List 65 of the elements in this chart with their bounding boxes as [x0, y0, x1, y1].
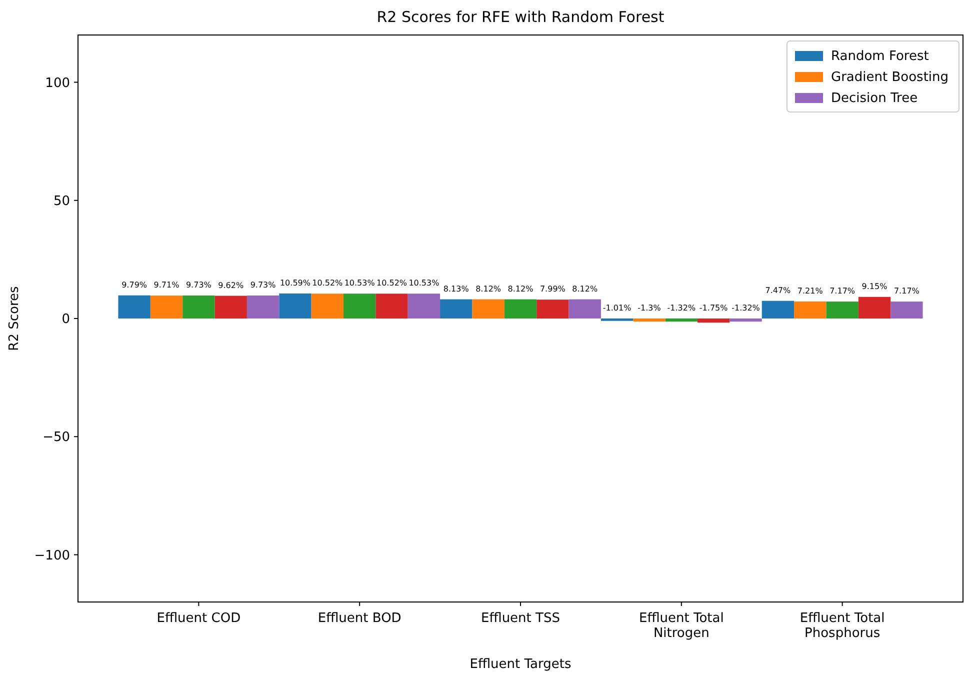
bar — [311, 294, 344, 318]
bar — [762, 300, 794, 318]
data-label: -1.32% — [732, 304, 760, 312]
x-axis-title: Effluent Targets — [470, 657, 572, 672]
data-label: 9.79% — [122, 280, 148, 290]
bar — [633, 318, 666, 322]
bar — [504, 299, 537, 318]
y-axis-title: R2 Scores — [7, 286, 22, 351]
data-label: -1.32% — [667, 304, 696, 312]
bar — [279, 293, 312, 318]
x-tick-label: Effluent BOD — [318, 611, 402, 626]
data-label: 10.53% — [408, 278, 440, 288]
bar — [246, 296, 280, 318]
bar — [794, 301, 826, 318]
data-label: 10.52% — [312, 278, 344, 288]
data-label: -1.01% — [602, 304, 632, 312]
bar — [890, 302, 923, 318]
bar — [214, 296, 247, 318]
x-tick-label: Effluent Total Phosphorus — [800, 611, 885, 641]
y-tick-label: 0 — [62, 312, 70, 328]
data-label: 9.73% — [186, 280, 212, 290]
data-label: 8.12% — [508, 284, 534, 294]
data-label: 9.15% — [862, 282, 888, 291]
bar — [536, 300, 569, 318]
bar — [344, 294, 376, 318]
legend-label: Decision Tree — [831, 91, 918, 106]
bar — [826, 302, 858, 318]
x-tick-label: Effluent COD — [156, 611, 241, 626]
x-tick-label: Effluent TSS — [481, 611, 560, 626]
bar — [150, 296, 183, 318]
bar — [568, 299, 601, 318]
data-label: 7.21% — [797, 286, 824, 296]
data-label: 10.52% — [376, 278, 408, 288]
data-label: 9.62% — [218, 280, 244, 290]
bar — [408, 294, 440, 318]
bar — [118, 295, 150, 318]
data-label: 7.17% — [894, 286, 920, 296]
legend-label: Gradient Boosting — [831, 70, 949, 85]
data-label: 8.12% — [572, 284, 598, 294]
legend-label: Random Forest — [831, 49, 929, 64]
chart-title: R2 Scores for RFE with Random Forest — [376, 8, 664, 26]
data-label: 8.12% — [476, 284, 502, 294]
data-label: 7.17% — [830, 286, 856, 296]
x-tick-label: Effluent Total Nitrogen — [638, 611, 724, 641]
data-label: -1.3% — [638, 304, 662, 312]
bar — [440, 299, 472, 318]
data-label: 8.13% — [443, 284, 470, 294]
bar — [182, 296, 215, 318]
data-label: 10.59% — [280, 278, 311, 288]
data-label: 7.99% — [540, 284, 566, 294]
data-label: 9.71% — [154, 280, 180, 290]
bar — [376, 294, 408, 318]
data-label: -1.75% — [699, 304, 728, 312]
y-tick-label: 50 — [53, 194, 70, 209]
data-label: 9.73% — [250, 280, 276, 290]
y-tick-label: −50 — [42, 430, 70, 446]
bar — [472, 299, 504, 318]
data-label: 7.47% — [765, 286, 792, 295]
bar — [730, 318, 762, 322]
bar — [858, 296, 891, 318]
data-label: 10.53% — [344, 278, 376, 288]
y-tick-label: −100 — [34, 548, 70, 564]
bar — [698, 318, 730, 323]
y-tick-label: 100 — [45, 76, 70, 91]
bar — [665, 318, 698, 322]
